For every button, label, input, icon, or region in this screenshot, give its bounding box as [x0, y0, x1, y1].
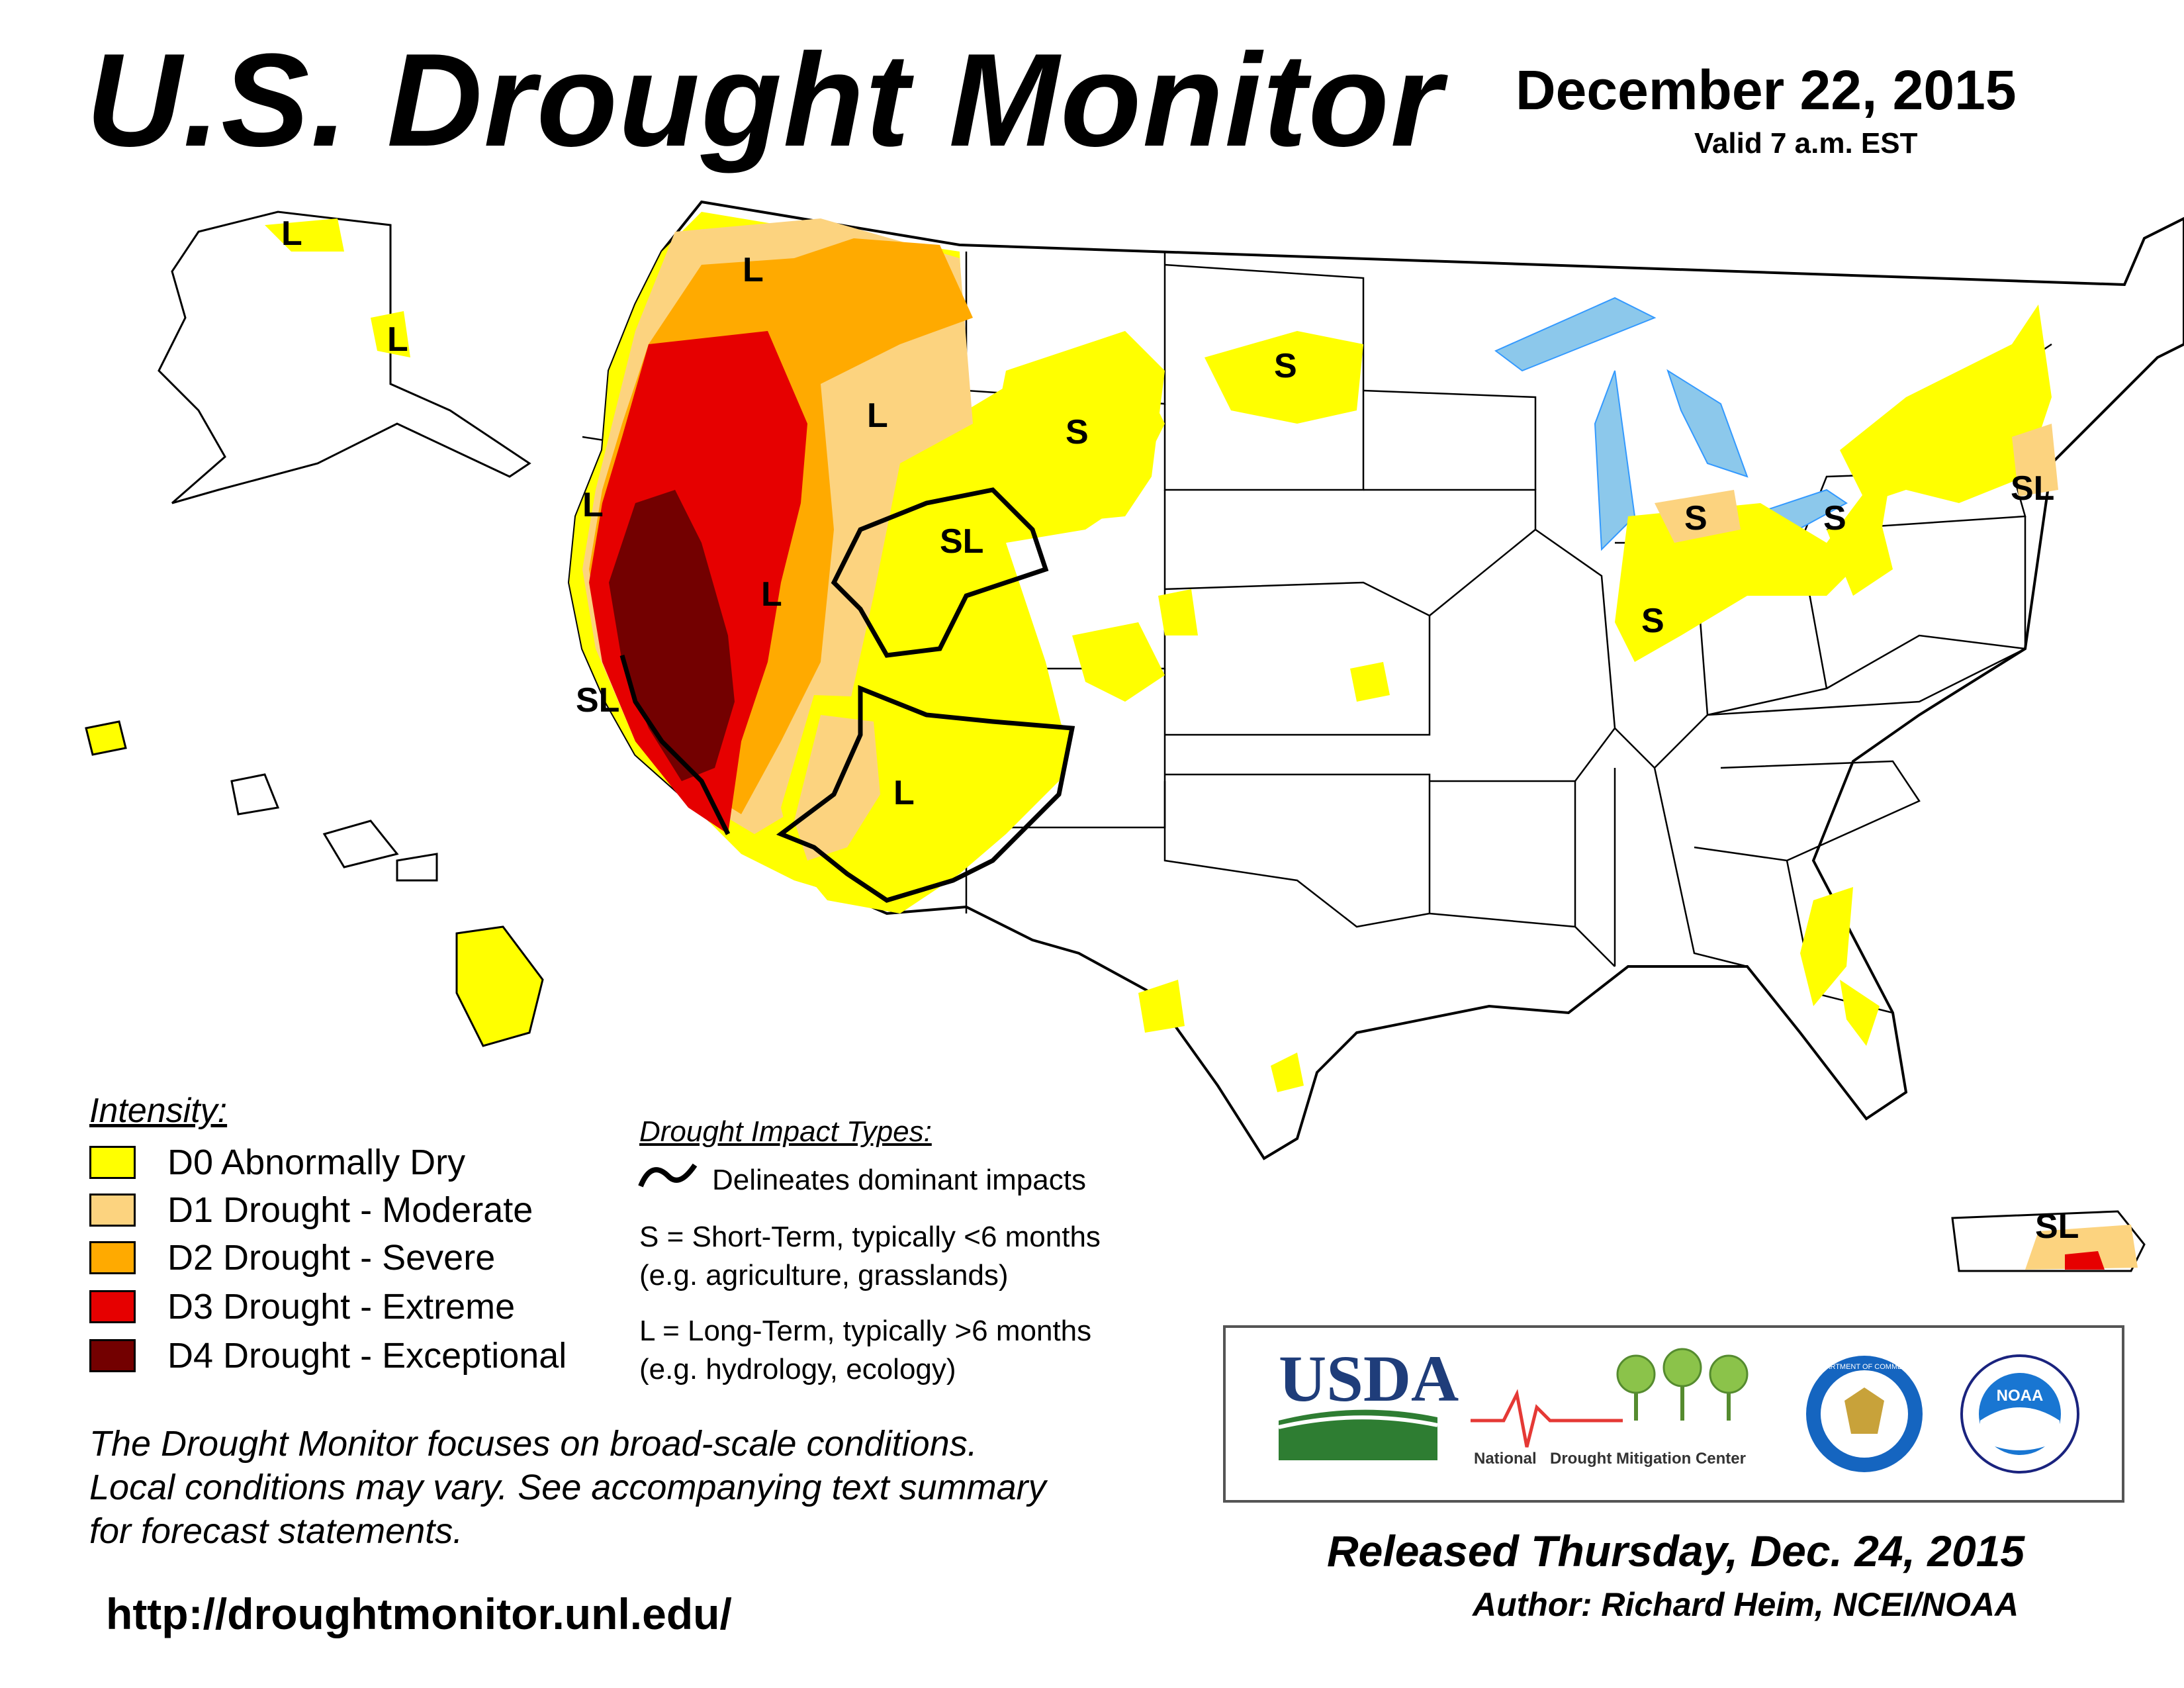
hawaii: [85, 720, 544, 1047]
legend-item-d4: D4 Drought - Exceptional: [89, 1336, 567, 1376]
legend-label-d3: D3 Drought - Extreme: [167, 1287, 516, 1327]
note-line-2: Local conditions may vary. See accompany…: [89, 1468, 1046, 1507]
svg-text:NOAA: NOAA: [1997, 1387, 2044, 1405]
legend-swatch-d0: [89, 1146, 136, 1179]
impact-short-term-example: (e.g. agriculture, grasslands): [639, 1259, 1009, 1291]
map-label-arizona: L: [893, 774, 915, 812]
map-label-washington: L: [743, 251, 764, 289]
impact-long-term-example: (e.g. hydrology, ecology): [639, 1353, 956, 1385]
map-label-idaho: L: [867, 397, 888, 435]
author-credit: Author: Richard Heim, NCEI/NOAA: [1473, 1586, 2019, 1623]
partner-logos: USDA National Drought Mitigation Center …: [1223, 1325, 2124, 1503]
usda-logo: USDA: [1278, 1342, 1459, 1460]
alaska: [158, 211, 531, 504]
impact-long-term: L = Long-Term, typically >6 months: [639, 1315, 1092, 1347]
impact-heading: Drought Impact Types:: [639, 1115, 932, 1148]
puerto-rico: [1951, 1210, 2146, 1272]
legend-swatch-d3: [89, 1290, 136, 1323]
map-label-new-york: S: [1823, 499, 1846, 538]
legend-swatch-d1: [89, 1194, 136, 1227]
map-label-puerto-rico: SL: [2035, 1207, 2079, 1246]
logos-artwork: USDA National Drought Mitigation Center …: [1278, 1342, 2079, 1474]
map-label-indiana: S: [1641, 602, 1664, 640]
impact-short-term: S = Short-Term, typically <6 months: [639, 1221, 1101, 1253]
page-title: U.S. Drought Monitor: [86, 26, 1443, 174]
map-label-new-england: SL: [2011, 469, 2054, 508]
legend-item-d0: D0 Abnormally Dry: [89, 1143, 466, 1182]
map-label-alaska-north: L: [281, 214, 302, 253]
commerce-seal-logo: DEPARTMENT OF COMMERCE: [1806, 1356, 1923, 1472]
legend-heading: Intensity:: [89, 1092, 228, 1130]
map-label-montana: S: [1066, 413, 1089, 451]
legend-label-d2: D2 Drought - Severe: [167, 1238, 496, 1278]
note-line-1: The Drought Monitor focuses on broad-sca…: [89, 1424, 978, 1464]
svg-text:Drought Mitigation Center: Drought Mitigation Center: [1550, 1450, 1746, 1468]
ndmc-logo: National Drought Mitigation Center: [1471, 1348, 1749, 1468]
legend-label-d1: D1 Drought - Moderate: [167, 1190, 533, 1230]
legend-item-d3: D3 Drought - Extreme: [89, 1287, 516, 1327]
legend-swatch-d2: [89, 1241, 136, 1274]
map-label-north-dakota: S: [1274, 347, 1297, 385]
released-date: Released Thursday, Dec. 24, 2015: [1327, 1526, 2025, 1575]
impact-lines: [619, 487, 1075, 903]
legend-label-d4: D4 Drought - Exceptional: [167, 1336, 567, 1376]
valid-time: Valid 7 a.m. EST: [1694, 127, 1918, 160]
map-label-great-basin: SL: [940, 522, 983, 561]
map-label-alaska-south: L: [387, 320, 408, 359]
svg-text:DEPARTMENT OF COMMERCE: DEPARTMENT OF COMMERCE: [1811, 1363, 1917, 1371]
note-line-3: for forecast statements.: [89, 1511, 463, 1551]
legend-item-d1: D1 Drought - Moderate: [89, 1190, 533, 1230]
drought-plains: [993, 331, 1390, 1092]
noaa-logo: NOAA: [1960, 1354, 2079, 1474]
impact-labels: L L L L L L SL SL L S S S S S SL SL: [281, 214, 2079, 1246]
svg-text:National: National: [1474, 1450, 1537, 1468]
map-label-michigan: S: [1684, 499, 1707, 538]
legend-label-d0: D0 Abnormally Dry: [167, 1143, 466, 1182]
legend-swatch-d4: [89, 1339, 136, 1372]
map-label-california-south: SL: [576, 681, 619, 720]
map-label-california-north: L: [582, 486, 604, 524]
impact-line-icon: [638, 1163, 698, 1188]
impact-delineates: Delineates dominant impacts: [712, 1164, 1086, 1196]
map-date: December 22, 2015: [1516, 59, 2017, 121]
map-label-nevada: L: [761, 575, 782, 614]
drought-east-d1: [1655, 424, 2058, 543]
svg-text:USDA: USDA: [1279, 1342, 1459, 1415]
legend-item-d2: D2 Drought - Severe: [89, 1238, 496, 1278]
source-url[interactable]: http://droughtmonitor.unl.edu/: [106, 1589, 732, 1638]
